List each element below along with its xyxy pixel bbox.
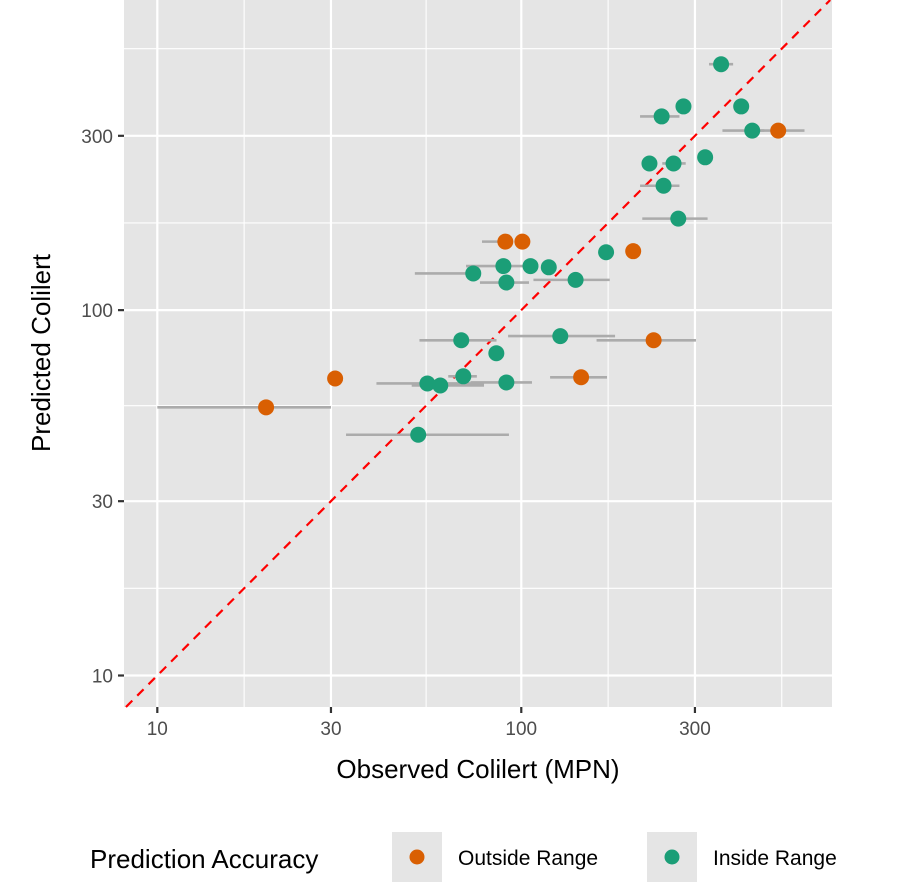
data-point-outside-range: [645, 332, 662, 349]
x-tick-label: 300: [679, 719, 711, 740]
data-point-inside-range: [498, 374, 515, 391]
data-point-inside-range: [670, 210, 687, 227]
data-point-outside-range: [770, 122, 787, 139]
data-point-inside-range: [488, 345, 505, 362]
legend-label-inside: Inside Range: [713, 847, 837, 870]
data-point-inside-range: [641, 155, 658, 172]
major-gridlines: [124, 0, 832, 707]
data-point-outside-range: [327, 370, 344, 387]
y-axis-title: Predicted Colilert: [26, 253, 56, 452]
y-tick-label: 300: [81, 127, 113, 148]
legend-title: Prediction Accuracy: [90, 844, 318, 874]
data-point-inside-range: [540, 259, 557, 276]
identity-reference-line: [125, 0, 831, 708]
data-point-inside-range: [419, 375, 436, 392]
legend-label-outside: Outside Range: [458, 847, 598, 870]
data-point-inside-range: [495, 258, 512, 275]
legend-item-inside-range: Inside Range: [647, 832, 837, 882]
data-point-outside-range: [497, 233, 514, 250]
data-point-inside-range: [498, 274, 515, 291]
legend-dot-inside: [664, 849, 680, 865]
y-tick-label: 100: [81, 301, 113, 322]
data-point-inside-range: [653, 108, 670, 125]
data-point-inside-range: [432, 377, 449, 394]
data-points: [258, 56, 787, 443]
data-point-outside-range: [625, 243, 642, 260]
minor-gridlines: [124, 0, 832, 707]
data-point-inside-range: [567, 271, 584, 288]
y-tick-label: 30: [92, 492, 113, 513]
data-point-inside-range: [455, 368, 472, 385]
x-axis-ticks: 10 30 100 300: [147, 707, 711, 740]
data-point-inside-range: [655, 177, 672, 194]
y-axis-ticks: 10 30 100 300: [81, 127, 124, 688]
data-point-inside-range: [522, 258, 539, 275]
data-point-inside-range: [453, 332, 470, 349]
x-tick-label: 30: [320, 719, 341, 740]
data-point-inside-range: [713, 56, 730, 73]
data-point-inside-range: [665, 155, 682, 172]
data-point-inside-range: [465, 265, 482, 282]
data-point-outside-range: [573, 369, 590, 386]
data-point-inside-range: [744, 122, 761, 139]
legend: Prediction Accuracy Outside Range Inside…: [90, 832, 837, 882]
x-tick-label: 100: [505, 719, 537, 740]
x-axis-title: Observed Colilert (MPN): [336, 754, 619, 784]
data-point-inside-range: [697, 149, 714, 166]
data-point-inside-range: [675, 98, 692, 115]
data-point-inside-range: [552, 328, 569, 345]
legend-item-outside-range: Outside Range: [392, 832, 598, 882]
y-tick-label: 10: [92, 667, 113, 688]
data-point-inside-range: [733, 98, 750, 115]
x-tick-label: 10: [147, 719, 168, 740]
data-point-outside-range: [514, 233, 531, 250]
data-point-inside-range: [410, 426, 427, 443]
data-point-inside-range: [598, 244, 615, 261]
data-point-outside-range: [258, 399, 275, 416]
legend-dot-outside: [409, 849, 425, 865]
